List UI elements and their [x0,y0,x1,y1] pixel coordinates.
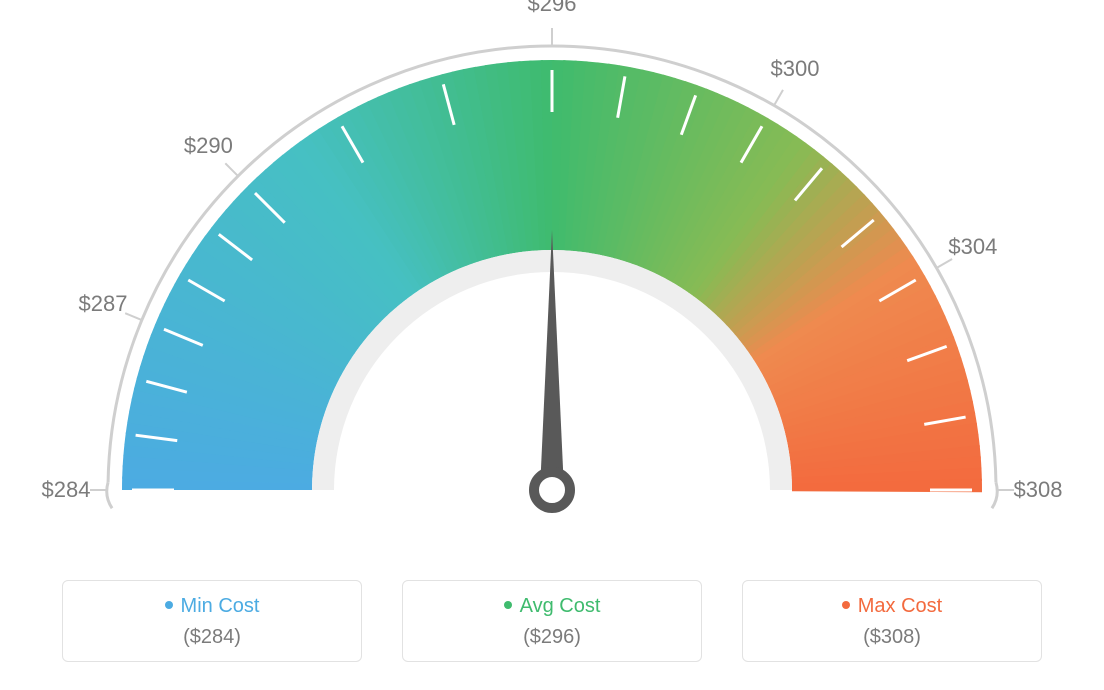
legend-value-avg: ($296) [403,626,701,649]
gauge-tick-label: $287 [79,291,128,317]
legend-title-avg: Avg Cost [403,595,701,618]
legend-title-text: Avg Cost [520,595,601,617]
gauge-chart: $284 $287 $290 $296 $300 $304 $308 [0,0,1104,560]
legend-card-min: Min Cost ($284) [62,580,362,662]
dot-icon [165,601,173,609]
dot-icon [842,601,850,609]
gauge-tick-label: $296 [528,0,577,17]
legend-card-avg: Avg Cost ($296) [402,580,702,662]
legend-value-max: ($308) [743,626,1041,649]
gauge-tick-label: $290 [184,133,233,159]
legend-title-text: Max Cost [858,595,942,617]
dot-icon [504,601,512,609]
legend-title-min: Min Cost [63,595,361,618]
gauge-svg [0,0,1104,560]
legend-title-text: Min Cost [181,595,260,617]
gauge-tick-label: $300 [771,56,820,82]
gauge-tick-label: $304 [948,234,997,260]
legend-value-min: ($284) [63,626,361,649]
gauge-tick-label: $308 [1014,477,1063,503]
gauge-tick-label: $284 [42,477,91,503]
legend-card-max: Max Cost ($308) [742,580,1042,662]
legend-title-max: Max Cost [743,595,1041,618]
legend-row: Min Cost ($284) Avg Cost ($296) Max Cost… [0,580,1104,662]
